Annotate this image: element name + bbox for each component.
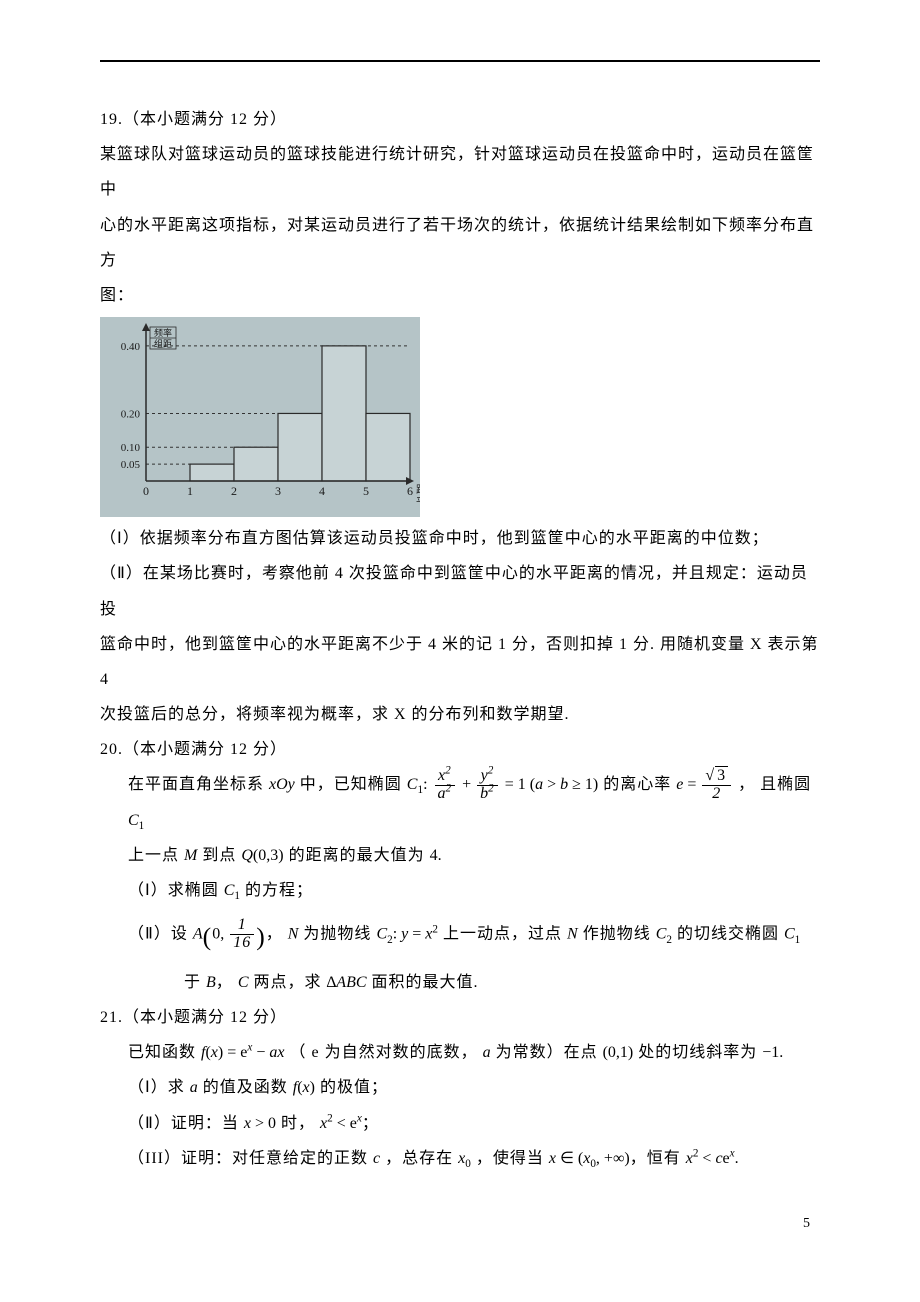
q21-l1c: 为常数）在点 bbox=[491, 1044, 603, 1061]
q21-p3d: ，恒有 bbox=[630, 1150, 686, 1167]
q20-p3a: 于 bbox=[184, 974, 206, 991]
svg-text:1: 1 bbox=[187, 484, 193, 498]
q21-p1a: （Ⅰ）求 bbox=[128, 1079, 190, 1096]
q20-l1d: ， 且椭圆 bbox=[738, 776, 811, 793]
svg-text:5: 5 bbox=[363, 484, 369, 498]
q20-header: 20.（本小题满分 12 分） bbox=[100, 732, 820, 767]
q20-p2c: 为抛物线 bbox=[298, 925, 376, 942]
svg-text:0.10: 0.10 bbox=[121, 442, 141, 454]
q21-part3: （III）证明：对任意给定的正数 c ，总存在 x0 ，使得当 x ∈ (x0,… bbox=[100, 1141, 820, 1176]
q19-part2a: （Ⅱ）在某场比赛时，考察他前 4 次投篮命中到篮筐中心的水平距离的情况，并且规定… bbox=[100, 556, 820, 626]
q20-line1: 在平面直角坐标系 xOy 中，已知椭圆 C1: x2a2 + y2b2 = 1 … bbox=[100, 767, 820, 838]
q21-l1d: 处的切线斜率为 bbox=[633, 1044, 762, 1061]
q20-l1b: 中，已知椭圆 bbox=[295, 776, 407, 793]
q21-part2: （Ⅱ）证明：当 x > 0 时， x2 < ex； bbox=[100, 1106, 820, 1141]
svg-text:6: 6 bbox=[407, 484, 413, 498]
q21-p2b: 时， bbox=[276, 1115, 320, 1132]
page-number: 5 bbox=[100, 1216, 820, 1232]
q20-part2-line2: 于 B， C 两点，求 ∆ABC 面积的最大值. bbox=[100, 965, 820, 1000]
q20-p2e: 作抛物线 bbox=[578, 925, 656, 942]
q21-p2c: ； bbox=[362, 1115, 379, 1132]
q20-l2d: . bbox=[438, 847, 443, 864]
q21-l1a: 已知函数 bbox=[128, 1044, 201, 1061]
q21-l1e: . bbox=[779, 1044, 784, 1061]
q21-line1: 已知函数 f(x) = ex − ax （ e 为自然对数的底数， a 为常数）… bbox=[100, 1035, 820, 1070]
q20-p2b: ， bbox=[266, 925, 288, 942]
svg-text:平距离(单位:米): 平距离(单位:米) bbox=[416, 495, 420, 508]
q20-l1c: 的离心率 bbox=[603, 776, 676, 793]
svg-text:2: 2 bbox=[231, 484, 237, 498]
q21-p2a: （Ⅱ）证明：当 bbox=[128, 1115, 244, 1132]
svg-text:0.05: 0.05 bbox=[121, 459, 141, 471]
svg-text:0.40: 0.40 bbox=[121, 341, 141, 353]
q20-p3c: 两点，求 bbox=[248, 974, 326, 991]
q21-p1b: 的值及函数 bbox=[198, 1079, 293, 1096]
svg-text:4: 4 bbox=[319, 484, 325, 498]
q19-part2c: 次投篮后的总分，将频率视为概率，求 X 的分布列和数学期望. bbox=[100, 697, 820, 732]
svg-text:0: 0 bbox=[143, 484, 149, 498]
svg-text:组距: 组距 bbox=[154, 338, 172, 349]
q20-l2a: 上一点 bbox=[128, 847, 184, 864]
q19-p2: 心的水平距离这项指标，对某运动员进行了若干场次的统计，依据统计结果绘制如下频率分… bbox=[100, 208, 820, 278]
q20-line2: 上一点 M 到点 Q(0,3) 的距离的最大值为 4. bbox=[100, 838, 820, 873]
q20-p2d: 上一动点，过点 bbox=[438, 925, 567, 942]
q20-p2f: 的切线交椭圆 bbox=[672, 925, 784, 942]
q20-p2a: （Ⅱ）设 bbox=[128, 925, 193, 942]
histogram: 0.40 0.20 0.10 0.05 0 1 2 3 4 5 6 频率组距距篮筐中心的水平距离(单位… bbox=[100, 317, 820, 517]
q20-p1: （Ⅰ）求椭圆 bbox=[128, 882, 224, 899]
svg-text:距篮筐中心的水: 距篮筐中心的水 bbox=[416, 483, 420, 496]
q21-part1: （Ⅰ）求 a 的值及函数 f(x) 的极值； bbox=[100, 1070, 820, 1105]
q21-p3b: ，总存在 bbox=[380, 1150, 458, 1167]
q20-l1a: 在平面直角坐标系 bbox=[128, 776, 269, 793]
q20-p3d: 面积的最大值. bbox=[367, 974, 479, 991]
q20-l2c: 的距离的最大值为 bbox=[284, 847, 430, 864]
q19-part2b-text: 篮命中时，他到篮筐中心的水平距离不少于 4 米的记 1 分，否则扣掉 1 分. … bbox=[100, 636, 819, 688]
svg-text:频率: 频率 bbox=[154, 327, 172, 338]
q20-p1b: 的方程； bbox=[240, 882, 313, 899]
q19-part1: （Ⅰ）依据频率分布直方图估算该运动员投篮命中时，他到篮筐中心的水平距离的中位数； bbox=[100, 521, 820, 556]
q19-p3: 图： bbox=[100, 278, 820, 313]
q21-p3a: （III）证明：对任意给定的正数 bbox=[128, 1150, 373, 1167]
q21-p3c: ，使得当 bbox=[471, 1150, 549, 1167]
q21-l1b: （ e 为自然对数的底数， bbox=[289, 1044, 482, 1061]
q21-p1c: 的极值； bbox=[315, 1079, 388, 1096]
svg-text:0.20: 0.20 bbox=[121, 409, 141, 421]
q19-part2b: 篮命中时，他到篮筐中心的水平距离不少于 4 米的记 1 分，否则扣掉 1 分. … bbox=[100, 627, 820, 697]
q19-header: 19.（本小题满分 12 分） bbox=[100, 102, 820, 137]
q21-header: 21.（本小题满分 12 分） bbox=[100, 1000, 820, 1035]
q19-p1: 某篮球队对篮球运动员的篮球技能进行统计研究，针对篮球运动员在投篮命中时，运动员在… bbox=[100, 137, 820, 207]
q20-part2-line1: （Ⅱ）设 A(0, 116)， N 为抛物线 C2: y = x2 上一动点，过… bbox=[100, 909, 820, 965]
q20-p3b: ， bbox=[216, 974, 238, 991]
q20-part1: （Ⅰ）求椭圆 C1 的方程； bbox=[100, 873, 820, 908]
q21-p3e: . bbox=[735, 1150, 740, 1167]
svg-text:3: 3 bbox=[275, 484, 281, 498]
q20-l2b: 到点 bbox=[197, 847, 241, 864]
